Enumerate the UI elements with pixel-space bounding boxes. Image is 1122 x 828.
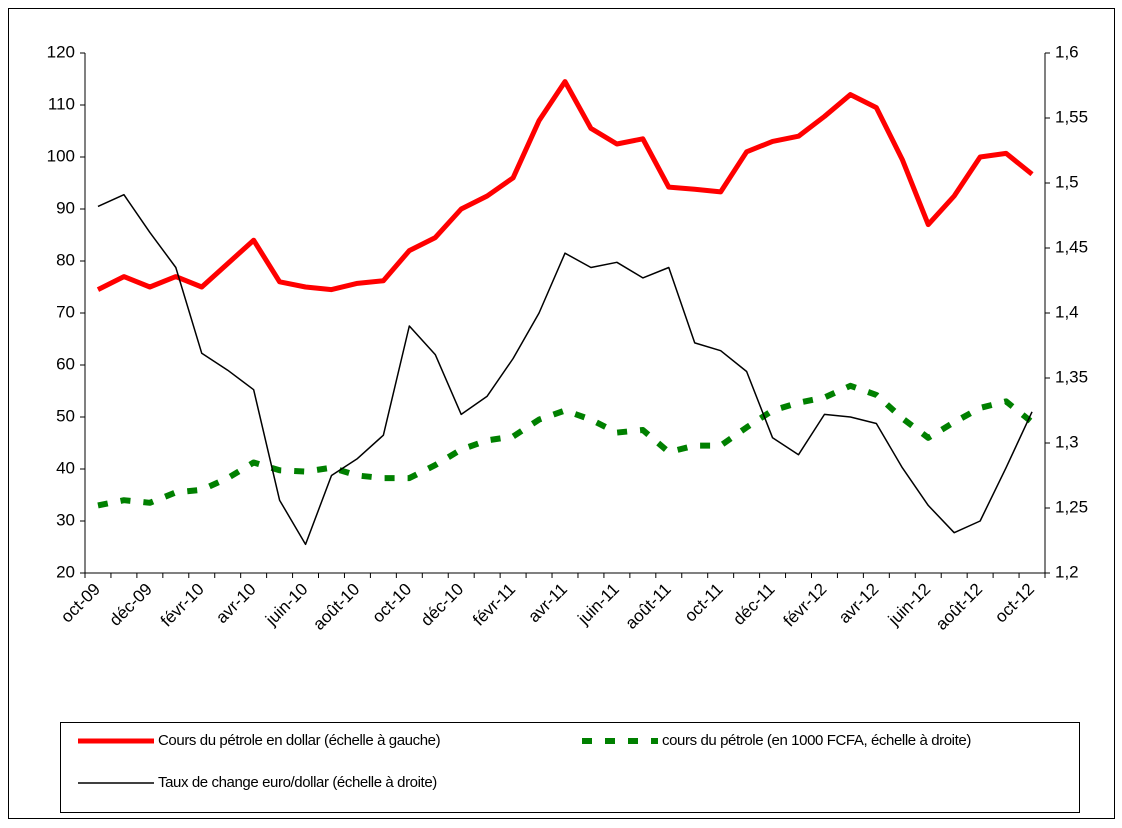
legend-label: cours du pétrole (en 1000 FCFA, échelle … — [662, 732, 971, 749]
legend: Cours du pétrole en dollar (échelle à ga… — [78, 732, 972, 791]
y-tick-label: 80 — [56, 250, 75, 269]
legend-label: Cours du pétrole en dollar (échelle à ga… — [158, 732, 441, 749]
y2-tick-label: 1,4 — [1055, 302, 1079, 321]
y-tick-label: 100 — [47, 146, 75, 165]
legend-label: Taux de change euro/dollar (échelle à dr… — [158, 774, 437, 791]
y2-tick-label: 1,45 — [1055, 237, 1088, 256]
y-tick-label: 70 — [56, 302, 75, 321]
y-tick-label: 110 — [48, 94, 75, 113]
series-line — [96, 79, 1034, 293]
y2-tick-label: 1,2 — [1055, 562, 1079, 581]
y2-tick-label: 1,5 — [1055, 172, 1079, 191]
y2-tick-label: 1,55 — [1055, 107, 1088, 126]
y-tick-label: 30 — [56, 510, 75, 529]
y2-tick-label: 1,6 — [1055, 42, 1079, 61]
y-tick-label: 50 — [56, 406, 75, 425]
series-line — [97, 382, 1034, 509]
legend-box — [60, 722, 1080, 813]
series-line — [97, 193, 1033, 546]
y-tick-label: 60 — [56, 354, 75, 373]
y-tick-label: 120 — [47, 42, 75, 61]
y2-tick-label: 1,3 — [1055, 432, 1079, 451]
y2-tick-label: 1,35 — [1055, 367, 1088, 386]
y-tick-label: 20 — [56, 562, 75, 581]
y-tick-label: 90 — [56, 198, 75, 217]
y-tick-label: 40 — [56, 458, 75, 477]
y2-tick-label: 1,25 — [1055, 497, 1088, 516]
